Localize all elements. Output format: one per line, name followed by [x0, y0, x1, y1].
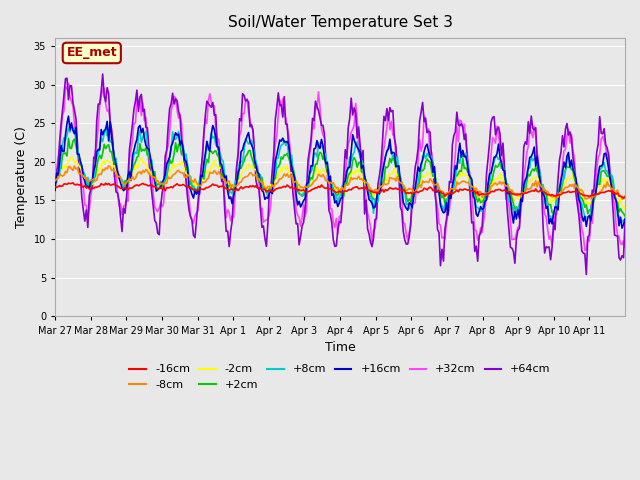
Y-axis label: Temperature (C): Temperature (C) — [15, 126, 28, 228]
Title: Soil/Water Temperature Set 3: Soil/Water Temperature Set 3 — [228, 15, 452, 30]
Text: EE_met: EE_met — [67, 47, 117, 60]
X-axis label: Time: Time — [324, 341, 355, 354]
Legend: -16cm, -8cm, -2cm, +2cm, +8cm, +16cm, +32cm, +64cm: -16cm, -8cm, -2cm, +2cm, +8cm, +16cm, +3… — [125, 360, 555, 395]
